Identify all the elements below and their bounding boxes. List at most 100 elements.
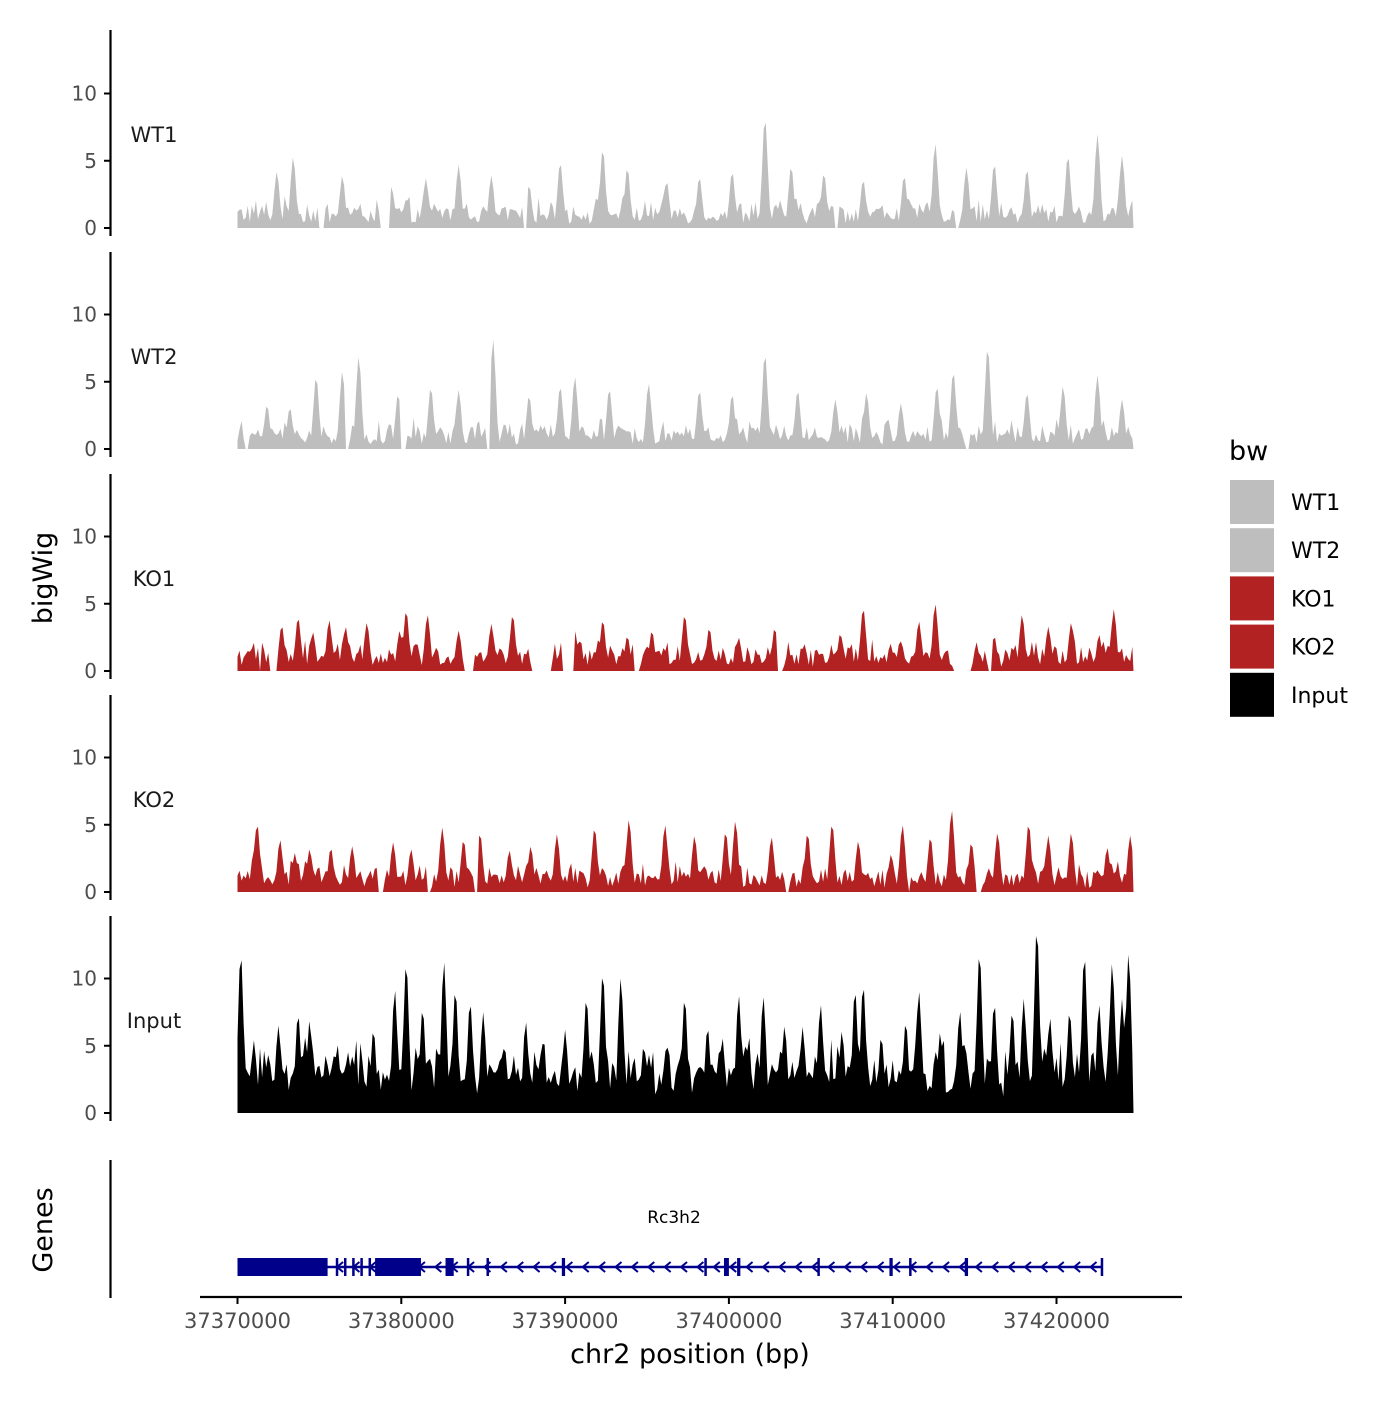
- x-tick-label: 37400000: [675, 1309, 782, 1333]
- signal-area-wt1: [237, 122, 1134, 228]
- strand-arrow: [712, 1261, 721, 1273]
- gene-exon: [466, 1258, 470, 1276]
- strand-arrow: [695, 1261, 705, 1273]
- strand-arrow: [630, 1261, 639, 1273]
- gene-exon: [335, 1258, 339, 1276]
- strand-arrow: [1072, 1261, 1081, 1273]
- y-tick-label: 10: [72, 525, 97, 549]
- genes-track: Genes Rc3h2: [28, 1160, 1104, 1298]
- x-tick-label: 37420000: [1003, 1309, 1110, 1333]
- y-tick-label: 5: [84, 370, 97, 394]
- gene-exon: [375, 1258, 421, 1276]
- strand-arrow: [826, 1261, 836, 1273]
- strand-arrow: [761, 1261, 770, 1273]
- strand-arrow: [794, 1261, 803, 1273]
- strand-arrow: [859, 1261, 868, 1273]
- tracks-layer: 0 5 10 WT1 0 5 10 WT2 0 5 10 KO1 0 5 10 KO2 0 5 10 Input: [72, 30, 1134, 1125]
- track-wt1: 0 5 10 WT1: [72, 30, 1134, 240]
- strand-arrow: [925, 1261, 934, 1273]
- track-label: Input: [127, 1009, 181, 1033]
- strand-arrow: [728, 1261, 737, 1273]
- strand-arrow: [990, 1261, 999, 1273]
- gene-exon: [343, 1258, 347, 1276]
- strand-arrow: [1023, 1261, 1032, 1273]
- genes-track-title: Genes: [28, 1187, 59, 1272]
- x-tick-label: 37390000: [512, 1309, 619, 1333]
- gene-exon: [723, 1258, 729, 1276]
- y-tick-label: 10: [72, 746, 97, 770]
- y-tick-label: 0: [84, 437, 97, 461]
- y-tick-label: 0: [84, 1101, 97, 1125]
- strand-arrow: [843, 1261, 852, 1273]
- y-tick-label: 10: [72, 967, 97, 991]
- strand-arrow: [548, 1261, 557, 1273]
- gene-exon: [561, 1258, 566, 1276]
- y-tick-label: 0: [84, 880, 97, 904]
- strand-arrow: [876, 1261, 885, 1273]
- strand-arrow: [433, 1261, 442, 1273]
- track-input: 0 5 10 Input: [72, 916, 1134, 1125]
- strand-arrow: [744, 1261, 754, 1273]
- y-tick-label: 10: [72, 303, 97, 327]
- gene-exon: [445, 1258, 454, 1276]
- legend-label-input: Input: [1291, 684, 1348, 709]
- strand-arrow: [974, 1261, 983, 1273]
- gene-exon: [237, 1258, 328, 1276]
- gene-model: [237, 1258, 1104, 1276]
- strand-arrow: [646, 1261, 655, 1273]
- y-tick-label: 0: [84, 216, 97, 240]
- gene-exon: [368, 1258, 372, 1276]
- strand-arrow: [957, 1261, 967, 1273]
- y-tick-label: 5: [84, 1034, 97, 1058]
- y-tick-label: 5: [84, 592, 97, 616]
- track-wt2: 0 5 10 WT2: [72, 252, 1134, 461]
- gene-exon: [889, 1258, 893, 1276]
- y-tick-label: 0: [84, 659, 97, 683]
- gene-exon: [737, 1258, 741, 1276]
- strand-arrow: [581, 1261, 590, 1273]
- legend-title: bw: [1229, 436, 1268, 467]
- gene-label: Rc3h2: [647, 1208, 701, 1228]
- track-ko2: 0 5 10 KO2: [72, 695, 1134, 904]
- gene-exon: [817, 1258, 820, 1276]
- track-label: KO1: [133, 567, 176, 591]
- legend-swatch-input: [1230, 672, 1274, 717]
- strand-arrow: [777, 1261, 786, 1273]
- legend: bw WT1 WT2 KO1 KO2 Input: [1229, 436, 1348, 717]
- gene-exon: [486, 1258, 489, 1276]
- strand-arrow: [499, 1261, 508, 1273]
- legend-swatch-ko2: [1230, 624, 1274, 669]
- x-tick-label: 37380000: [348, 1309, 455, 1333]
- gene-exon: [909, 1258, 912, 1276]
- legend-swatch-ko1: [1230, 576, 1274, 621]
- track-label: WT1: [131, 123, 178, 147]
- gene-exon: [360, 1258, 363, 1276]
- y-axis-title: bigWig: [28, 532, 59, 625]
- legend-label-wt1: WT1: [1291, 491, 1340, 516]
- strand-arrow: [663, 1261, 672, 1273]
- x-tick-label: 37370000: [184, 1309, 291, 1333]
- strand-arrow: [515, 1261, 524, 1273]
- strand-arrow: [941, 1261, 950, 1273]
- strand-arrow: [1056, 1261, 1065, 1273]
- legend-swatch-wt1: [1230, 480, 1274, 524]
- legend-label-wt2: WT2: [1291, 539, 1340, 564]
- strand-arrow: [613, 1261, 623, 1273]
- signal-area-ko2: [237, 810, 1134, 892]
- gene-exon: [1100, 1258, 1104, 1276]
- gene-exon: [704, 1258, 707, 1276]
- strand-arrow: [532, 1261, 541, 1273]
- track-label: KO2: [133, 788, 176, 812]
- y-tick-label: 10: [72, 82, 97, 106]
- gene-exon: [964, 1258, 969, 1276]
- strand-arrow: [810, 1261, 819, 1273]
- strand-arrow: [892, 1261, 901, 1273]
- x-axis: 37370000 37380000 37390000 37400000 37410000…: [184, 1295, 1182, 1333]
- signal-area-wt2: [237, 340, 1134, 449]
- x-axis-title: chr2 position (bp): [570, 1339, 810, 1370]
- x-tick-label: 37410000: [839, 1309, 946, 1333]
- strand-arrow: [1088, 1261, 1098, 1273]
- strand-arrow: [1007, 1261, 1016, 1273]
